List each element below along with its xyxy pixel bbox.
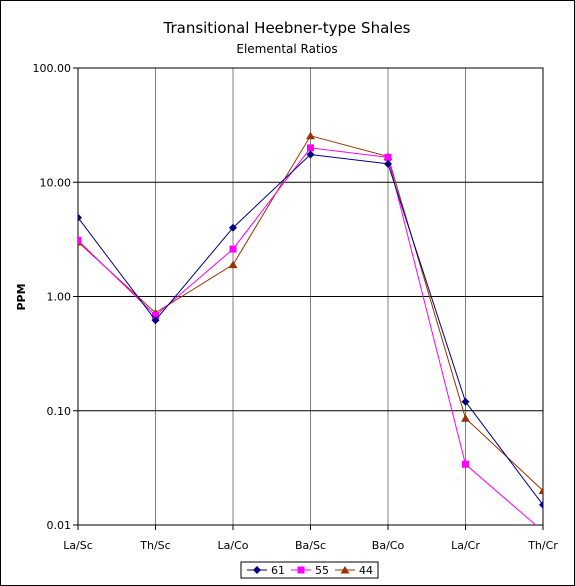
legend-entry-61: 61 <box>247 564 285 577</box>
data-point-61 <box>78 213 82 222</box>
y-tick-label: 100.00 <box>33 62 72 75</box>
legend-entry-44: 44 <box>335 564 373 577</box>
data-point-61 <box>306 150 315 159</box>
x-tick-label: Th/Sc <box>139 539 170 552</box>
data-point-61 <box>151 316 160 325</box>
x-tick-label: Ba/Sc <box>295 539 326 552</box>
data-point-61 <box>539 500 543 509</box>
legend-label: 61 <box>271 564 285 577</box>
x-tick-label: La/Sc <box>63 539 93 552</box>
data-point-61 <box>384 159 392 168</box>
legend-marker <box>297 566 305 574</box>
y-axis-label: PPM <box>15 283 28 310</box>
data-point-44 <box>461 414 470 422</box>
data-point-61 <box>229 223 237 232</box>
series-55 <box>78 144 537 525</box>
data-point-55 <box>462 460 469 468</box>
legend-marker <box>340 566 350 574</box>
series-61 <box>78 150 543 509</box>
x-tick-label: Th/Cr <box>527 539 558 552</box>
y-tick-label: 0.10 <box>47 405 72 418</box>
axis-layer: 100.00 10.00 1.00 0.10 0.01 La/Sc Th/Sc La/Co Ba… <box>33 62 559 552</box>
legend: 61 55 44 <box>240 561 379 579</box>
x-tick-label: La/Co <box>218 539 249 552</box>
y-tick-label: 1.00 <box>47 291 72 304</box>
data-point-55 <box>307 144 314 152</box>
data-point-44 <box>306 131 315 140</box>
series-layer <box>78 131 543 525</box>
legend-marker <box>253 566 261 574</box>
x-tick-label: Ba/Co <box>372 539 405 552</box>
chart-title: Transitional Heebner-type Shales <box>163 19 411 37</box>
legend-entry-55: 55 <box>291 564 329 577</box>
legend-label: 55 <box>315 564 329 577</box>
data-point-55 <box>229 245 237 253</box>
data-point-55 <box>384 153 392 161</box>
x-tick-label: La/Cr <box>451 539 480 552</box>
data-point-55 <box>78 236 82 244</box>
y-tick-label: 10.00 <box>40 176 72 189</box>
data-point-55 <box>152 312 159 320</box>
series-clip-group <box>78 131 543 525</box>
chart-subtitle: Elemental Ratios <box>236 42 337 56</box>
y-tick-label: 0.01 <box>47 519 72 532</box>
data-point-44 <box>228 260 238 269</box>
legend-label: 44 <box>359 564 373 577</box>
data-point-61 <box>461 397 470 406</box>
data-point-44 <box>538 486 543 495</box>
